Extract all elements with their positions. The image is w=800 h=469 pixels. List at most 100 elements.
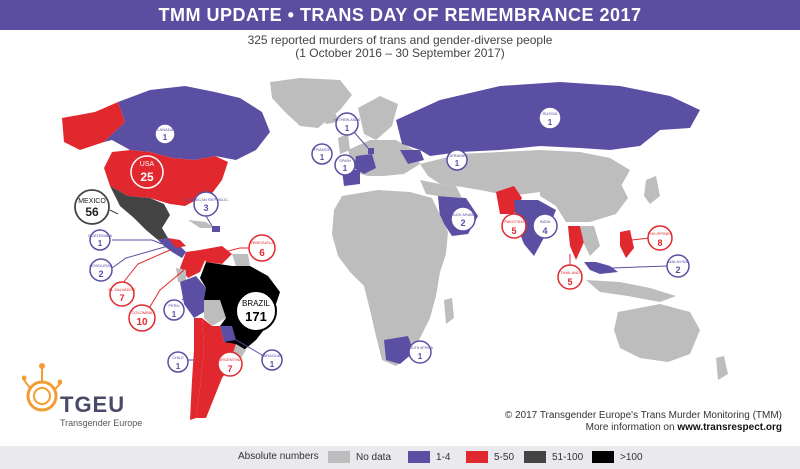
france-callout: FRANCE 1 [311, 143, 333, 165]
svg-text:5: 5 [567, 277, 572, 287]
spain-callout: SPAIN 1 [334, 154, 356, 176]
header-bar: TMM UPDATE • TRANS DAY OF REMEMBRANCE 20… [0, 0, 800, 30]
canada-callout: CANADA 1 [154, 123, 176, 145]
svg-text:2: 2 [98, 269, 103, 279]
legend-swatch [466, 451, 488, 463]
svg-text:EL SALVADOR: EL SALVADOR [108, 287, 135, 292]
mexico-callout-line [109, 209, 119, 215]
svg-text:INDIA: INDIA [540, 219, 551, 224]
svg-text:6: 6 [259, 248, 265, 259]
philippines-callout: PHILIPPINES 8 [631, 225, 673, 251]
thailand-callout: THAILAND 5 [557, 254, 583, 290]
malaysia-shape [584, 262, 618, 274]
mexico-callout-name: MEXICO [78, 198, 106, 205]
chile-shape [190, 318, 204, 420]
tgeu-brand-sub: Transgender Europe [60, 418, 143, 428]
svg-text:1: 1 [343, 164, 348, 173]
svg-text:GUATEMALA: GUATEMALA [88, 233, 113, 238]
svg-text:THAILAND: THAILAND [560, 270, 580, 275]
south-africa-shape [384, 336, 414, 364]
svg-text:CANADA: CANADA [157, 127, 174, 132]
svg-text:1: 1 [418, 352, 423, 361]
svg-text:VENEZUELA: VENEZUELA [250, 240, 274, 245]
svg-text:PHILIPPINES: PHILIPPINES [648, 231, 673, 236]
malaysia-callout: MALAYSIA 2 [611, 254, 690, 278]
svg-text:COLOMBIA: COLOMBIA [131, 310, 152, 315]
brazil-callout-circle [235, 290, 277, 332]
brazil-callout-name: BRAZIL [242, 299, 271, 308]
svg-text:4: 4 [542, 226, 547, 236]
svg-text:SPAIN: SPAIN [339, 158, 351, 163]
pakistan-callout: PAKISTAN 5 [501, 213, 527, 239]
russia-callout: RUSSIA 1 [538, 106, 562, 130]
svg-text:7: 7 [119, 293, 124, 303]
honduras-callout: HONDURAS 2 [89, 245, 169, 282]
iceland [322, 114, 338, 124]
legend-swatch [408, 451, 430, 463]
legend-label: 1-4 [436, 451, 451, 463]
indonesia [586, 280, 676, 302]
philippines-shape [620, 230, 634, 258]
paraguay-callout: PARAGUAY 1 [235, 339, 283, 371]
salvador-callout: EL SALVADOR 7 [108, 249, 171, 307]
svg-text:1: 1 [176, 362, 181, 371]
credit-prefix: More information on [585, 422, 678, 433]
argentina-shape [196, 318, 236, 418]
dominican-shape [212, 226, 220, 232]
saudi-callout: SAUDI ARABIA 2 [449, 206, 477, 232]
legend-label: 51-100 [552, 451, 584, 463]
svg-text:SAUDI ARABIA: SAUDI ARABIA [449, 212, 477, 217]
china-shape [540, 170, 628, 222]
usa-callout-name: USA [140, 161, 155, 168]
ukraine-callout: UKRAINE 1 [446, 149, 468, 171]
mexico [110, 186, 170, 240]
netherlands-shape [368, 148, 374, 154]
usa-callout-circle [130, 155, 164, 189]
svg-text:1: 1 [163, 133, 168, 142]
svg-text:10: 10 [136, 317, 148, 328]
svg-text:1: 1 [98, 239, 103, 248]
tgeu-brand: TGEU [60, 392, 126, 417]
indochina [580, 226, 600, 256]
credit-link[interactable]: www.transrespect.org [677, 422, 782, 433]
thailand-shape [568, 226, 584, 260]
usa-callout-value: 25 [140, 170, 154, 184]
legend-swatch [524, 451, 546, 463]
legend-item-51-100: 51-100 [524, 451, 583, 463]
argentina-callout: ARGENTINA 7 [217, 351, 243, 377]
brazil-callout-value: 171 [245, 309, 267, 324]
venezuela-callout: VENEZUELA 6 [223, 234, 276, 262]
svg-text:2: 2 [460, 218, 465, 228]
svg-text:PERU: PERU [168, 303, 179, 308]
ecuador-shape [176, 268, 186, 282]
legend-swatch [592, 451, 614, 463]
svg-text:1: 1 [548, 118, 553, 127]
svg-text:SOUTH AFRICA: SOUTH AFRICA [407, 346, 434, 350]
colombia-callout: COLOMBIA 10 [128, 269, 185, 332]
africa [332, 190, 448, 366]
caribbean [188, 220, 214, 228]
svg-text:8: 8 [657, 238, 662, 248]
legend-title: Absolute numbers [238, 451, 319, 462]
credit-block: © 2017 Transgender Europe's Trans Murder… [505, 410, 782, 434]
southafrica-callout: SOUTH AFRICA 1 [407, 340, 434, 364]
svg-text:MALAYSIA: MALAYSIA [668, 259, 688, 264]
legend-swatch [328, 451, 350, 463]
honduras-shape [168, 238, 186, 248]
chile-callout: CHILE 1 [167, 351, 194, 373]
japan [644, 176, 660, 204]
svg-text:1: 1 [172, 310, 177, 319]
mexico-callout-circle [74, 189, 110, 225]
svg-text:ARGENTINA: ARGENTINA [218, 357, 242, 362]
mexico-callout-value: 56 [85, 205, 99, 219]
venezuela-shape [200, 246, 232, 264]
svg-text:PAKISTAN: PAKISTAN [504, 219, 523, 224]
svg-text:1: 1 [345, 124, 350, 133]
dominican-callout: DOMINICAN REPUBLIC 3 [184, 191, 228, 227]
credit-line-2: More information on www.transrespect.org [505, 422, 782, 434]
legend-item-over-100: >100 [592, 451, 643, 463]
netherlands-callout: NETHERLANDS 1 [334, 112, 369, 149]
legend-bar: Absolute numbers No data 1-4 5-50 51-100… [0, 446, 800, 469]
subtitle-line-1: 325 reported murders of trans and gender… [247, 33, 553, 47]
